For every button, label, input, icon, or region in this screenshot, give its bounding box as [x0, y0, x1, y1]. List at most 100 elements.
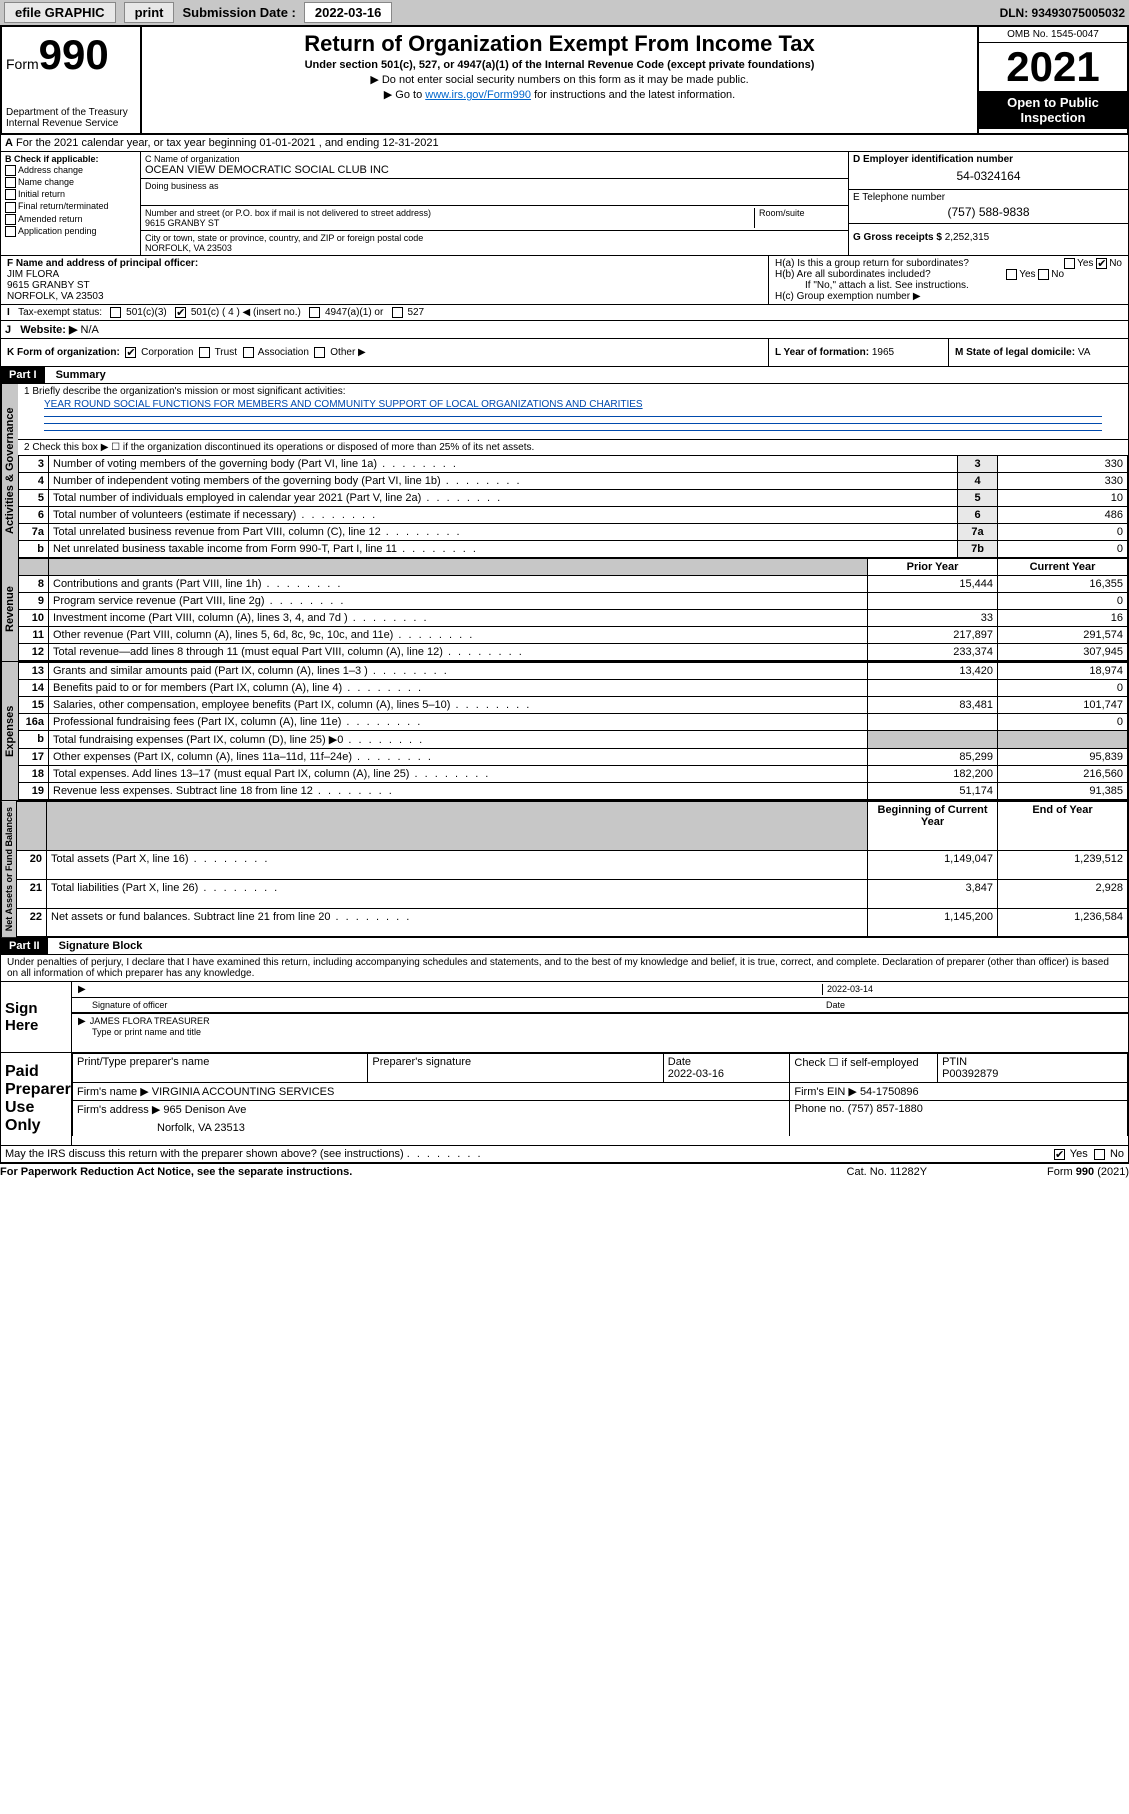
row-fh: F Name and address of principal officer:… [0, 256, 1129, 305]
cb-assoc[interactable] [243, 347, 254, 358]
dept-label: Department of the Treasury Internal Reve… [6, 107, 136, 129]
state-domicile: VA [1078, 347, 1091, 358]
city-val: NORFOLK, VA 23503 [145, 243, 232, 253]
b-label: B Check if applicable: [5, 154, 99, 164]
footer-right: Form 990 (2021) [1047, 1166, 1129, 1178]
cb-trust[interactable] [199, 347, 210, 358]
c-name-label: C Name of organization [145, 154, 240, 164]
ha-label: H(a) Is this a group return for subordin… [775, 258, 969, 269]
table-gov: 3Number of voting members of the governi… [18, 455, 1128, 558]
prep-sig-hdr: Preparer's signature [368, 1054, 663, 1083]
omb-number: OMB No. 1545-0047 [979, 27, 1127, 43]
hb-note: If "No," attach a list. See instructions… [775, 280, 1122, 291]
firm-phone: (757) 857-1880 [848, 1103, 923, 1115]
signer-name-label: Type or print name and title [78, 1027, 201, 1037]
f-label: F Name and address of principal officer: [7, 258, 198, 269]
l2-text: 2 Check this box ▶ ☐ if the organization… [18, 440, 1128, 455]
footer-mid: Cat. No. 11282Y [847, 1166, 928, 1178]
year-formation: 1965 [872, 347, 894, 358]
firm-ein-label: Firm's EIN ▶ [794, 1086, 857, 1098]
form-note1: ▶ Do not enter social security numbers o… [152, 73, 967, 86]
cb-527[interactable] [392, 307, 403, 318]
ha-yes[interactable] [1064, 258, 1075, 269]
line-j: J Website: ▶ N/A [0, 321, 1129, 339]
officer-name: JIM FLORA [7, 269, 59, 280]
ein-label: D Employer identification number [853, 154, 1013, 165]
hb-yes[interactable] [1006, 269, 1017, 280]
hb-label: H(b) Are all subordinates included? [775, 269, 931, 280]
cb-pending[interactable]: Application pending [5, 226, 136, 237]
irsq-no[interactable] [1094, 1149, 1105, 1160]
m-label: M State of legal domicile: [955, 347, 1075, 358]
firm-city: Norfolk, VA 23513 [77, 1116, 785, 1134]
sigoff-label: Signature of officer [78, 1000, 822, 1010]
footer-left: For Paperwork Reduction Act Notice, see … [0, 1166, 352, 1178]
form-note2: ▶ Go to www.irs.gov/Form990 for instruct… [152, 88, 967, 101]
sub-label: Submission Date : [182, 5, 295, 20]
gov-block: Activities & Governance 1 Briefly descri… [0, 384, 1129, 558]
ha-no[interactable] [1096, 258, 1107, 269]
line-a: A For the 2021 calendar year, or tax yea… [0, 135, 1129, 152]
open-to-public: Open to Public Inspection [979, 91, 1127, 129]
gross-label: G Gross receipts $ [853, 232, 942, 243]
declaration: Under penalties of perjury, I declare th… [0, 955, 1129, 982]
cb-final[interactable]: Final return/terminated [5, 201, 136, 212]
cb-name[interactable]: Name change [5, 177, 136, 188]
efile-button[interactable]: efile GRAPHIC [4, 2, 116, 23]
ptin-val: P00392879 [942, 1068, 998, 1080]
form-title: Return of Organization Exempt From Incom… [152, 31, 967, 57]
cb-amended[interactable]: Amended return [5, 214, 136, 225]
rev-block: Revenue Prior YearCurrent Year8Contribut… [0, 558, 1129, 662]
room-label: Room/suite [754, 208, 844, 228]
cb-501c[interactable] [175, 307, 186, 318]
dln-label: DLN: 93493075005032 [1000, 6, 1125, 20]
form-subtitle: Under section 501(c), 527, or 4947(a)(1)… [152, 59, 967, 71]
top-bar: efile GRAPHIC print Submission Date : 20… [0, 0, 1129, 25]
cb-other[interactable] [314, 347, 325, 358]
irsq-yes[interactable] [1054, 1149, 1065, 1160]
k-label: K Form of organization: [7, 347, 120, 358]
part1-title: Part I [1, 367, 45, 383]
side-exp: Expenses [1, 662, 18, 800]
sign-label: Sign Here [1, 982, 71, 1052]
cb-4947[interactable] [309, 307, 320, 318]
print-button[interactable]: print [124, 2, 175, 23]
cb-corp[interactable] [125, 347, 136, 358]
side-net: Net Assets or Fund Balances [1, 801, 16, 937]
officer-addr1: 9615 GRANBY ST [7, 280, 90, 291]
phone-val: (757) 588-9838 [853, 203, 1124, 221]
note2a: ▶ Go to [384, 89, 425, 101]
website-val: N/A [81, 324, 99, 336]
part1-header: Part I Summary [0, 367, 1129, 384]
cb-address[interactable]: Address change [5, 165, 136, 176]
cb-initial[interactable]: Initial return [5, 189, 136, 200]
table-exp: 13Grants and similar amounts paid (Part … [18, 662, 1128, 800]
irs-link[interactable]: www.irs.gov/Form990 [425, 89, 531, 101]
firm-name: VIRGINIA ACCOUNTING SERVICES [152, 1086, 335, 1098]
exp-block: Expenses 13Grants and similar amounts pa… [0, 662, 1129, 801]
self-emp[interactable]: Check ☐ if self-employed [790, 1054, 938, 1083]
firm-phone-label: Phone no. [794, 1103, 844, 1115]
form-word: Form [6, 56, 39, 72]
street-val: 9615 GRANBY ST [145, 218, 219, 228]
j-label: Website: ▶ [20, 324, 77, 336]
row-klm: K Form of organization: Corporation Trus… [0, 339, 1129, 367]
tax-year: 2021 [979, 43, 1127, 91]
signer-name: JAMES FLORA TREASURER [90, 1016, 210, 1026]
col-c: C Name of organizationOCEAN VIEW DEMOCRA… [141, 152, 848, 255]
ptin-hdr: PTIN [942, 1056, 967, 1068]
prep-name-hdr: Print/Type preparer's name [73, 1054, 368, 1083]
side-gov: Activities & Governance [1, 384, 18, 558]
cb-501c3[interactable] [110, 307, 121, 318]
col-d: D Employer identification number54-03241… [848, 152, 1128, 255]
firm-addr-label: Firm's address ▶ [77, 1104, 160, 1116]
irs-discuss: May the IRS discuss this return with the… [0, 1146, 1129, 1163]
part1-sub: Summary [48, 369, 106, 381]
hb-no[interactable] [1038, 269, 1049, 280]
irsq-text: May the IRS discuss this return with the… [5, 1148, 404, 1160]
paid-label: Paid Preparer Use Only [1, 1053, 71, 1145]
date-label: Date [822, 1000, 1122, 1010]
ein-val: 54-0324164 [853, 165, 1124, 187]
part2-title: Part II [1, 938, 48, 954]
sub-date: 2022-03-16 [304, 2, 393, 23]
